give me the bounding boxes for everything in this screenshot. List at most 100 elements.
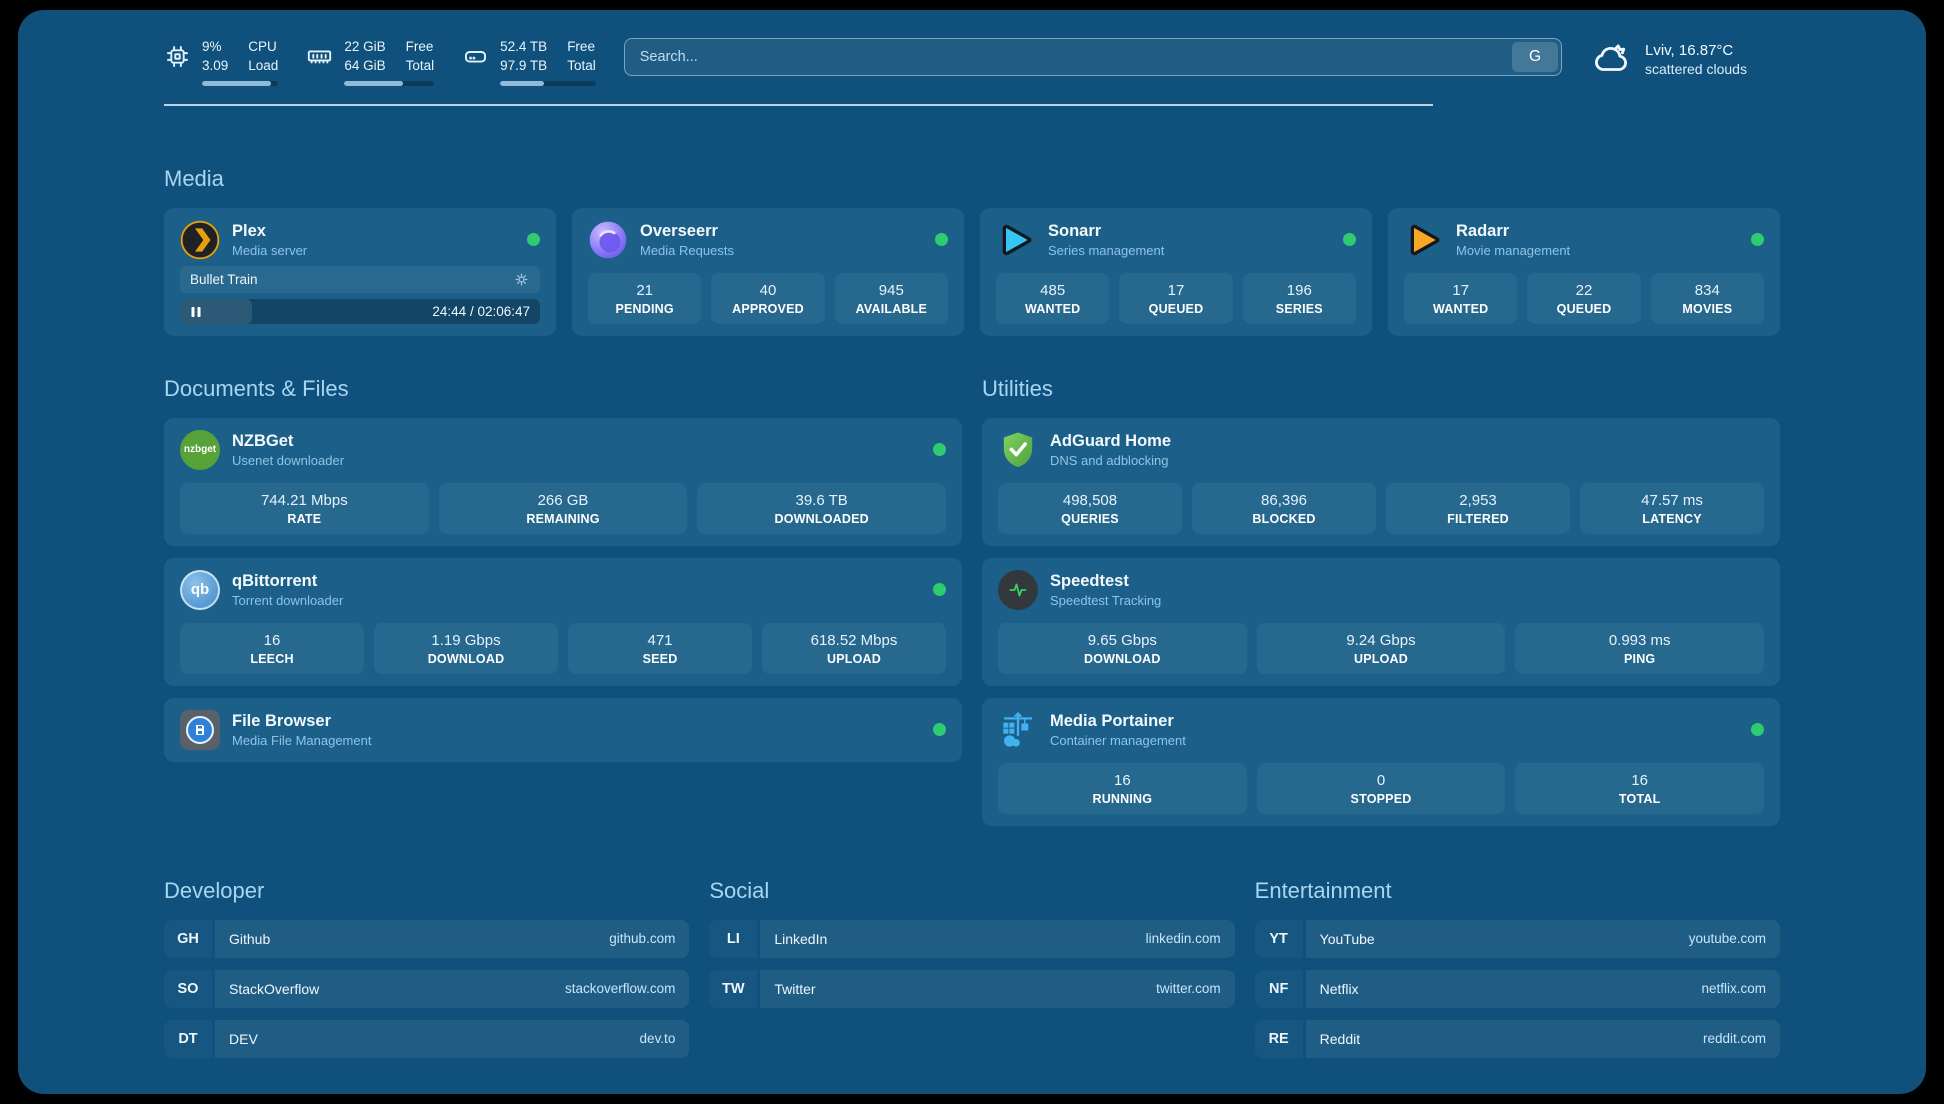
section-title-social: Social [709,877,770,903]
app-name: Plex [232,221,266,240]
card-adguard[interactable]: AdGuard Home DNS and adblocking 498,508 … [982,417,1780,546]
system-stats: 9% CPU 3.09 Load 22 GiB Fre [164,36,596,86]
stat-tile: 9.24 Gbps UPLOAD [1256,622,1506,674]
overseerr-icon [588,220,628,260]
app-name: AdGuard Home [1050,431,1172,450]
app-desc: Usenet downloader [232,452,345,468]
app-desc: Movie management [1456,242,1571,258]
status-online-dot [933,443,946,457]
filebrowser-icon [180,709,220,750]
card-speedtest[interactable]: Speedtest Speedtest Tracking 9.65 Gbps D… [982,557,1780,686]
app-desc: Media server [232,242,308,258]
status-online-dot [1343,233,1356,247]
link-github[interactable]: GH Github github.com [164,919,690,958]
disk-free-label: Free [567,39,595,54]
gear-icon[interactable] [513,271,530,288]
disk-progress-bar [500,80,596,86]
app-desc: Container management [1050,732,1186,748]
app-desc: Series management [1048,242,1165,258]
card-sonarr[interactable]: Sonarr Series management 485 WANTED 17 Q… [980,207,1372,336]
app-desc: Media Requests [640,242,734,258]
disk-total-label: Total [567,57,596,73]
search-engine-button[interactable]: G [1512,42,1558,72]
card-filebrowser[interactable]: File Browser Media File Management [164,697,962,762]
card-qbittorrent[interactable]: qb qBittorrent Torrent downloader 16 LEE… [164,557,962,686]
stat-tile: 86,396 BLOCKED [1192,482,1376,534]
stat-tile: 9.65 Gbps DOWNLOAD [998,622,1247,674]
link-tag: NF [1255,970,1303,1008]
stat-tile: 498,508 QUERIES [998,482,1182,534]
stat-tile: 16 LEECH [180,622,364,674]
dashboard-page: 9% CPU 3.09 Load 22 GiB Fre [18,10,1926,1094]
cpu-usage-value: 9% [202,39,222,54]
status-online-dot [1751,723,1764,737]
card-overseerr[interactable]: Overseerr Media Requests 21 PENDING 40 A… [572,207,964,336]
link-reddit[interactable]: RE Reddit reddit.com [1255,1019,1780,1058]
ram-total-label: Total [405,57,435,73]
link-tag: TW [709,970,757,1008]
status-online-dot [933,723,946,737]
playback-progress-bar: 24:44 / 02:06:47 [180,298,540,324]
link-linkedin[interactable]: LI LinkedIn linkedin.com [709,919,1235,958]
qbittorrent-icon: qb [180,569,220,610]
card-portainer[interactable]: Media Portainer Container management 16 … [982,697,1780,826]
stat-tile: 2,953 FILTERED [1386,482,1570,534]
disk-icon [462,43,489,70]
card-plex[interactable]: Plex Media server Bullet Train [164,207,556,336]
app-desc: Speedtest Tracking [1050,592,1162,608]
search-input[interactable] [627,49,1512,65]
now-playing-box: Bullet Train [180,265,540,293]
portainer-icon [998,710,1038,750]
stat-tile: 471 SEED [568,622,752,674]
ram-stat: 22 GiB Free 64 GiB Total [306,38,435,86]
app-desc: Media File Management [232,732,372,748]
weather-condition: scattered clouds [1645,60,1747,77]
stat-tile: 0 STOPPED [1256,762,1506,814]
app-desc: DNS and adblocking [1050,452,1169,468]
stat-tile: 21 PENDING [588,272,702,324]
stat-tile: 22 QUEUED [1527,272,1641,324]
app-name: qBittorrent [232,571,318,590]
section-social: Social LI LinkedIn linkedin.com TW Twitt… [709,877,1235,1058]
app-name: Sonarr [1048,221,1102,240]
cpu-stat: 9% CPU 3.09 Load [164,38,279,86]
status-online-dot [935,233,948,247]
link-stackoverflow[interactable]: SO StackOverflow stackoverflow.com [164,969,690,1008]
stat-tile: 0.993 ms PING [1515,622,1765,674]
link-tag: GH [164,920,212,958]
header: 9% CPU 3.09 Load 22 GiB Fre [164,36,1780,86]
cpu-progress-bar [202,80,279,86]
cloud-icon [1590,38,1632,80]
stat-tile: 1.19 Gbps DOWNLOAD [374,622,558,674]
pause-icon[interactable] [190,305,202,318]
link-netflix[interactable]: NF Netflix netflix.com [1255,969,1780,1008]
search-bar: G [623,38,1562,76]
app-name: Speedtest [1050,571,1129,590]
section-media: Media Plex Media server [164,166,1780,336]
stat-tile: 945 AVAILABLE [834,272,948,324]
ram-free-label: Free [405,39,434,54]
stat-tile: 485 WANTED [996,272,1110,324]
card-radarr[interactable]: Radarr Movie management 17 WANTED 22 QUE… [1388,207,1780,336]
sonarr-icon [996,220,1036,260]
section-developer: Developer GH Github github.com SO StackO… [164,878,690,1058]
header-divider [164,103,1433,106]
link-tag: RE [1255,1020,1303,1058]
section-entertainment: Entertainment YT YouTube youtube.com NF … [1255,878,1780,1058]
card-nzbget[interactable]: nzbget NZBGet Usenet downloader 744.21 M… [164,417,962,546]
speedtest-icon [998,569,1038,610]
link-tag: YT [1255,920,1303,958]
ram-icon [306,43,333,70]
cpu-icon [164,43,191,70]
disk-free-value: 52.4 TB [500,39,548,54]
ram-total-value: 64 GiB [344,57,386,73]
link-youtube[interactable]: YT YouTube youtube.com [1255,919,1780,958]
app-desc: Torrent downloader [232,592,344,608]
link-dev[interactable]: DT DEV dev.to [164,1019,690,1058]
cpu-load-label: Load [248,57,279,73]
disk-stat: 52.4 TB Free 97.9 TB Total [462,38,596,86]
adguard-icon [998,430,1038,470]
status-online-dot [933,583,946,597]
link-twitter[interactable]: TW Twitter twitter.com [709,969,1235,1008]
